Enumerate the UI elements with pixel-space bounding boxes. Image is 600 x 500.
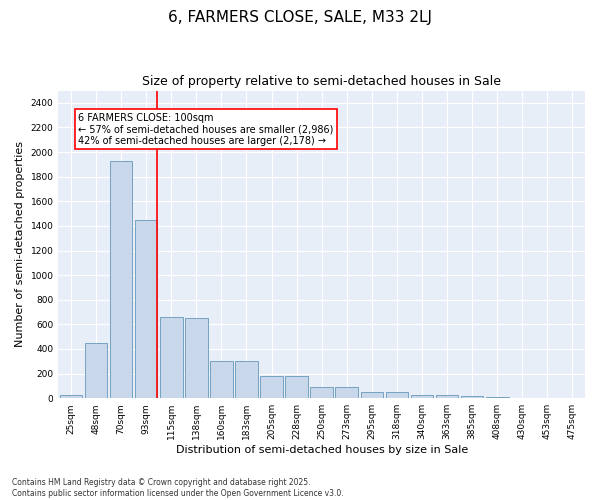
Bar: [160, 317, 182, 398]
Bar: [135, 220, 157, 398]
Bar: [260, 376, 283, 398]
Bar: [286, 376, 308, 398]
Bar: [210, 362, 233, 398]
Bar: [436, 395, 458, 398]
Bar: [185, 318, 208, 398]
Bar: [486, 397, 509, 398]
Bar: [386, 392, 408, 398]
Bar: [335, 387, 358, 398]
Bar: [461, 396, 484, 398]
Text: 6 FARMERS CLOSE: 100sqm
← 57% of semi-detached houses are smaller (2,986)
42% of: 6 FARMERS CLOSE: 100sqm ← 57% of semi-de…: [79, 112, 334, 146]
Title: Size of property relative to semi-detached houses in Sale: Size of property relative to semi-detach…: [142, 75, 501, 88]
Text: Contains HM Land Registry data © Crown copyright and database right 2025.
Contai: Contains HM Land Registry data © Crown c…: [12, 478, 344, 498]
Bar: [85, 343, 107, 398]
Bar: [110, 160, 133, 398]
Bar: [411, 395, 433, 398]
Y-axis label: Number of semi-detached properties: Number of semi-detached properties: [15, 142, 25, 348]
Bar: [235, 362, 258, 398]
Bar: [59, 394, 82, 398]
Bar: [361, 392, 383, 398]
X-axis label: Distribution of semi-detached houses by size in Sale: Distribution of semi-detached houses by …: [176, 445, 468, 455]
Text: 6, FARMERS CLOSE, SALE, M33 2LJ: 6, FARMERS CLOSE, SALE, M33 2LJ: [168, 10, 432, 25]
Bar: [310, 387, 333, 398]
